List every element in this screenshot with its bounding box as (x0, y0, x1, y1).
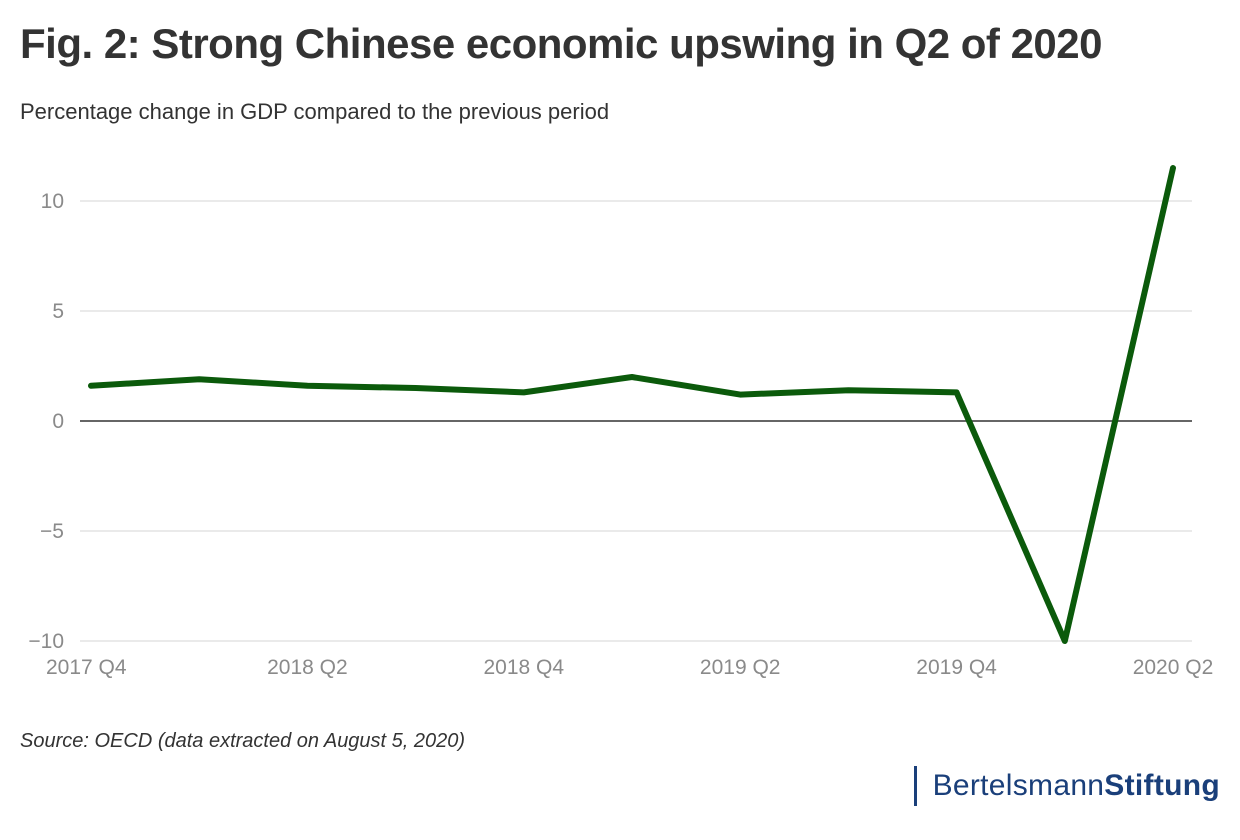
y-tick-label: 10 (41, 190, 64, 213)
data-point (521, 389, 527, 395)
data-point (737, 392, 743, 398)
bertelsmann-stiftung-logo: BertelsmannStiftung (913, 766, 1220, 806)
source-note: Source: OECD (data extracted on August 5… (20, 730, 466, 752)
chart-title: Fig. 2: Strong Chinese economic upswing … (20, 20, 1103, 67)
data-point (1170, 165, 1176, 171)
data-point (88, 383, 94, 389)
data-point (845, 387, 851, 393)
x-tick-label: 2017 Q4 (46, 656, 127, 679)
logo-text-part2: Stiftung (1104, 769, 1220, 802)
series-layer (88, 165, 1176, 644)
line-chart: −10 −5 0 5 10 2017 Q4 2018 Q2 2018 Q4 2019 Q2 201… (0, 140, 1240, 700)
series-line-china-gdp (88, 165, 1176, 644)
y-tick-label: −10 (28, 630, 64, 653)
chart-svg: −10 −5 0 5 10 2017 Q4 2018 Q2 2018 Q4 2019 Q2 201… (28, 165, 1213, 679)
x-tick-label: 2019 Q4 (916, 656, 997, 679)
data-point (629, 374, 635, 380)
y-tick-label: 0 (52, 410, 64, 433)
data-point (413, 385, 419, 391)
x-tick-label: 2020 Q2 (1133, 656, 1214, 679)
data-point (304, 383, 310, 389)
data-point (196, 376, 202, 382)
logo-text-part1: Bertelsmann (932, 769, 1105, 802)
x-tick-label: 2019 Q2 (700, 656, 781, 679)
y-tick-label: −5 (40, 520, 64, 543)
axis-layer: −10 −5 0 5 10 2017 Q4 2018 Q2 2018 Q4 2019 Q2 201… (28, 190, 1213, 679)
x-tick-label: 2018 Q2 (267, 656, 348, 679)
x-tick-label: 2018 Q4 (484, 656, 565, 679)
logo-text: BertelsmannStiftung (933, 769, 1220, 803)
chart-subtitle: Percentage change in GDP compared to the… (20, 99, 610, 124)
data-point (1062, 638, 1068, 644)
grid-layer (80, 200, 1192, 642)
y-tick-label: 5 (52, 300, 64, 323)
data-point (954, 389, 960, 395)
logo-bar (913, 766, 917, 806)
